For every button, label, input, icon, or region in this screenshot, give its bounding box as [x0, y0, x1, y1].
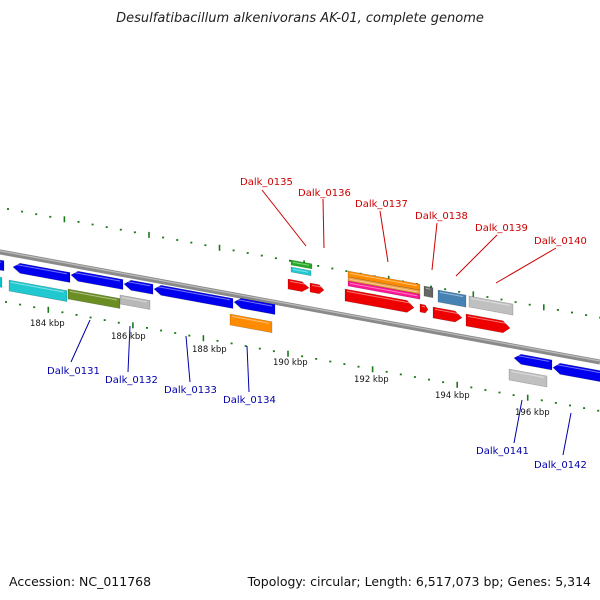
- gene-grey-a-sheen: [121, 296, 148, 303]
- gene-pink-strip-sheen: [349, 282, 418, 297]
- scale-label-194: 194 kbp: [435, 391, 470, 401]
- gene-blue-a[interactable]: [12, 262, 71, 283]
- leader-dalk-0132: [127, 325, 131, 373]
- gene-red-tiny[interactable]: [419, 303, 429, 314]
- gene-pink-strip[interactable]: [347, 280, 421, 300]
- gene-blue-e-sheen: [235, 298, 273, 307]
- gene-peach-strip-sheen: [349, 278, 418, 293]
- leader-dalk-0137: [379, 210, 389, 263]
- gene-grey-b-sheen: [510, 370, 545, 378]
- gene-label-dalk-0140[interactable]: Dalk_0140: [534, 236, 587, 247]
- gene-steelblue-0139-sheen: [439, 291, 464, 298]
- leader-dalk-0131: [70, 319, 91, 363]
- gene-label-dalk-0136[interactable]: Dalk_0136: [298, 188, 351, 199]
- gene-grey-0140[interactable]: [468, 295, 514, 316]
- gene-red-tiny-sheen: [421, 305, 426, 308]
- gene-partial-left-1[interactable]: [0, 259, 5, 272]
- gene-blue-0141[interactable]: [513, 353, 553, 371]
- leader-dalk-0133: [185, 335, 191, 383]
- gene-red-d[interactable]: [465, 313, 511, 334]
- gene-steelblue-0139[interactable]: [437, 289, 467, 308]
- gene-partial-left-1-sheen: [0, 261, 2, 263]
- scale-label-192: 192 kbp: [354, 375, 389, 385]
- genome-backbone: [0, 249, 600, 365]
- gene-red-c[interactable]: [432, 306, 463, 323]
- gene-blue-0141-sheen: [515, 354, 550, 362]
- leader-dalk-0134: [246, 345, 250, 393]
- gene-red-small-b-sheen: [311, 284, 322, 288]
- tick-row-upper: [7, 208, 600, 319]
- scale-label-190: 190 kbp: [273, 358, 308, 368]
- gene-red-d-sheen: [467, 315, 508, 324]
- leader-dalk-0135: [261, 189, 307, 247]
- genome-summary-text: Topology: circular; Length: 6,517,073 bp…: [247, 574, 591, 589]
- gene-orange-0134-sheen: [231, 315, 270, 324]
- gene-label-dalk-0141[interactable]: Dalk_0141: [476, 446, 529, 457]
- gene-grey-0140-sheen: [470, 297, 511, 306]
- leader-dalk-0141: [513, 399, 523, 444]
- scale-label-188: 188 kbp: [192, 345, 227, 355]
- gene-olive-0132-sheen: [69, 290, 118, 301]
- scale-label-184: 184 kbp: [30, 319, 65, 329]
- gene-cyan-small[interactable]: [290, 266, 312, 277]
- gene-cyan-0131-sheen: [10, 281, 65, 293]
- gene-label-dalk-0135[interactable]: Dalk_0135: [240, 177, 293, 188]
- gene-red-small-b[interactable]: [309, 282, 325, 295]
- scale-label-186: 186 kbp: [111, 332, 146, 342]
- scale-label-196: 196 kbp: [515, 408, 550, 418]
- accession-text: Accession: NC_011768: [9, 574, 151, 589]
- gene-blue-b[interactable]: [70, 270, 124, 290]
- gene-label-dalk-0131[interactable]: Dalk_0131: [47, 366, 100, 377]
- gene-orange-strip-0137-sheen: [349, 272, 418, 287]
- label-leaders: [70, 189, 572, 456]
- leader-dalk-0139: [455, 234, 498, 277]
- leader-dalk-0138: [431, 222, 438, 271]
- gene-blue-a-sheen: [14, 263, 68, 275]
- gene-cyan-0131[interactable]: [8, 279, 68, 302]
- gene-blue-b-sheen: [72, 271, 121, 282]
- leader-dalk-0140: [495, 247, 557, 284]
- gene-blue-0142-sheen: [554, 363, 600, 374]
- gene-label-dalk-0133[interactable]: Dalk_0133: [164, 385, 217, 396]
- gene-orange-0134[interactable]: [229, 313, 273, 334]
- gene-red-large-sheen: [346, 290, 412, 304]
- map-title: Desulfatibacillum alkenivorans AK-01, co…: [116, 11, 484, 26]
- gene-label-dalk-0142[interactable]: Dalk_0142: [534, 460, 587, 471]
- gene-olive-0132[interactable]: [67, 288, 121, 309]
- gene-partial-left-2[interactable]: [0, 276, 3, 288]
- gene-cyan-small-sheen: [292, 268, 309, 273]
- gene-red-small-a[interactable]: [287, 278, 310, 292]
- gene-label-dalk-0132[interactable]: Dalk_0132: [105, 375, 158, 386]
- gene-label-dalk-0134[interactable]: Dalk_0134: [223, 395, 276, 406]
- gene-blue-d-0133-sheen: [155, 285, 231, 301]
- gene-blue-e[interactable]: [233, 297, 276, 315]
- gene-blue-0142[interactable]: [552, 362, 600, 382]
- leader-dalk-0142: [562, 412, 572, 456]
- gene-features: [0, 259, 600, 388]
- gene-label-dalk-0137[interactable]: Dalk_0137: [355, 199, 408, 210]
- gene-grey-b[interactable]: [508, 368, 548, 388]
- gene-blue-d-0133[interactable]: [153, 284, 234, 309]
- gene-label-dalk-0139[interactable]: Dalk_0139: [475, 223, 528, 234]
- gene-red-large[interactable]: [344, 288, 415, 313]
- gene-blue-c[interactable]: [123, 279, 154, 295]
- gene-grey-a[interactable]: [119, 294, 151, 310]
- gene-blue-c-sheen: [125, 280, 151, 287]
- gene-red-small-a-sheen: [289, 280, 307, 285]
- gene-red-c-sheen: [434, 308, 460, 315]
- genome-backbone-highlight: [0, 250, 600, 362]
- gene-darkgrey-0138[interactable]: [423, 285, 434, 299]
- gene-green-0135[interactable]: [290, 259, 313, 270]
- gene-label-dalk-0138[interactable]: Dalk_0138: [415, 211, 468, 222]
- tick-row-lower: [5, 301, 600, 412]
- gene-darkgrey-0138-sheen: [425, 287, 431, 290]
- gene-green-0135-sheen: [292, 261, 310, 266]
- leader-dalk-0136: [322, 198, 325, 249]
